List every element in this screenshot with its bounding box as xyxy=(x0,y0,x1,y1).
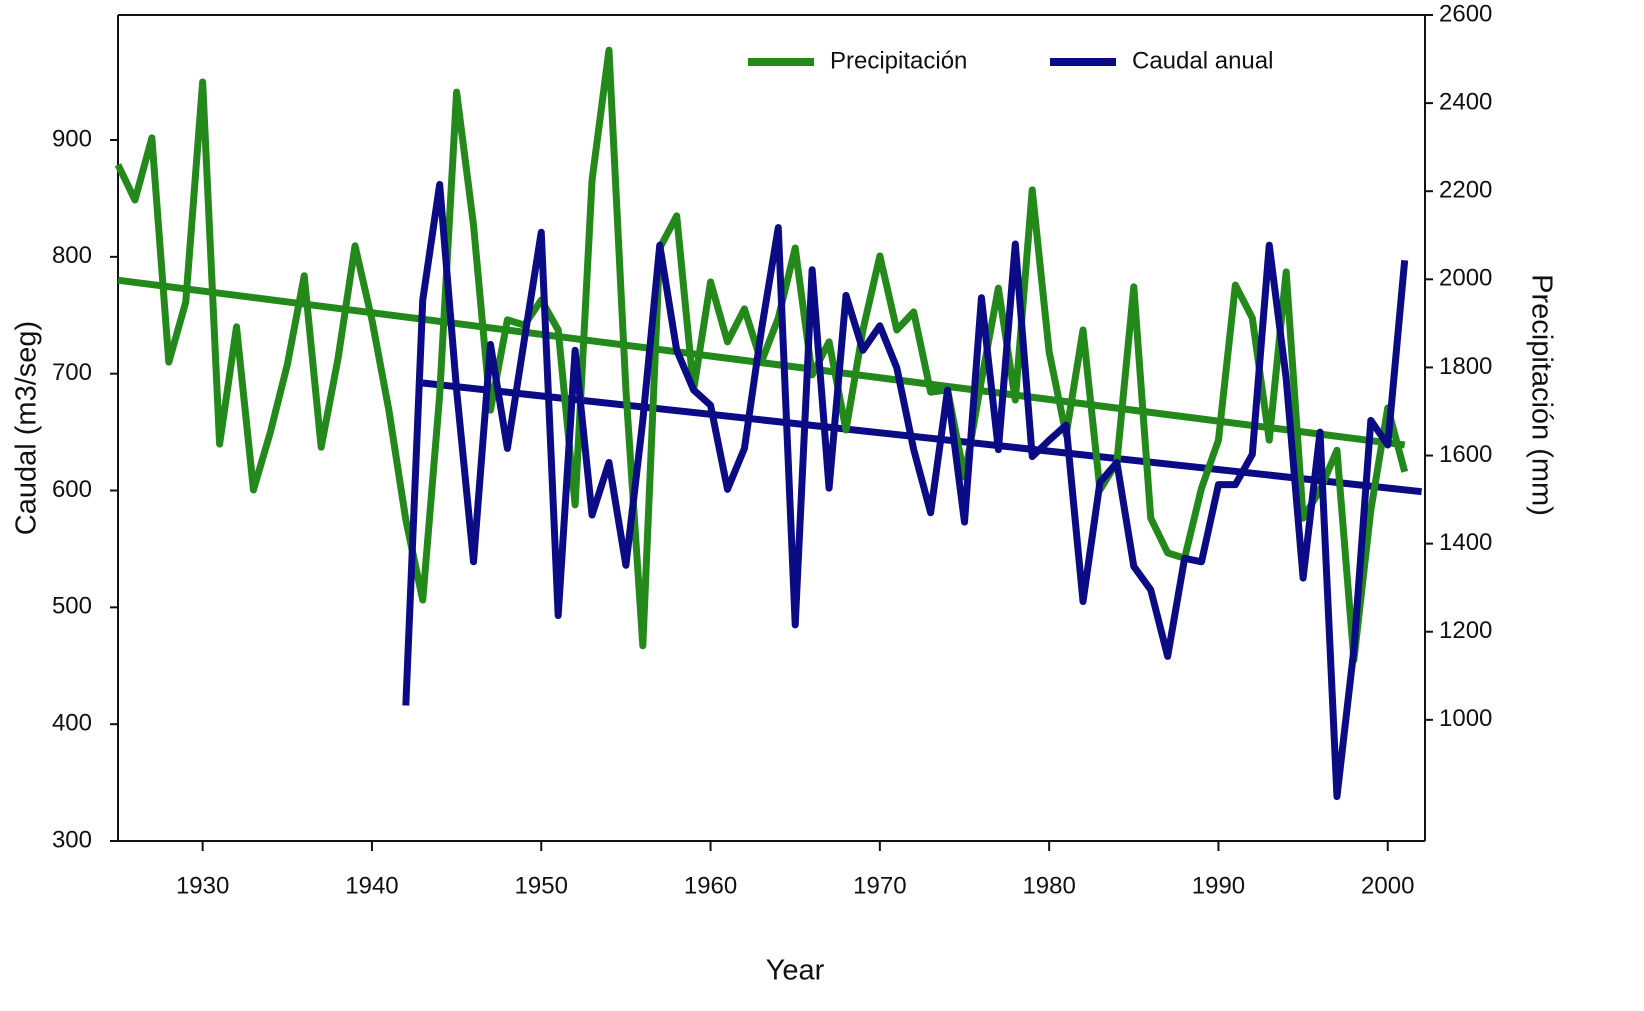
y-tick-label: 800 xyxy=(52,242,92,269)
y-tick-label: 600 xyxy=(52,476,92,503)
legend-label: Precipitación xyxy=(830,47,967,74)
y2-tick-label: 1800 xyxy=(1439,353,1492,380)
x-tick-label: 1960 xyxy=(684,872,737,899)
y-tick-label: 300 xyxy=(52,826,92,853)
data-line xyxy=(402,180,1409,801)
legend-label: Caudal anual xyxy=(1132,47,1273,74)
x-tick-label: 1970 xyxy=(853,872,906,899)
x-tick-label: 1930 xyxy=(176,872,229,899)
y2-tick-label: 2200 xyxy=(1439,177,1492,204)
y2-axis-label: Precipitación (mm) xyxy=(1525,274,1557,516)
y-tick-label: 500 xyxy=(52,593,92,620)
x-tick-label: 1940 xyxy=(345,872,398,899)
y-axis-label: Caudal (m3/seg) xyxy=(11,321,43,535)
x-tick-label: 1980 xyxy=(1022,872,1075,899)
trend-line xyxy=(422,379,1422,496)
x-tick-label: 1950 xyxy=(515,872,568,899)
y2-tick-label: 1000 xyxy=(1439,705,1492,732)
y2-tick-label: 2400 xyxy=(1439,88,1492,115)
y2-tick-label: 1200 xyxy=(1439,617,1492,644)
y-tick-label: 900 xyxy=(52,125,92,152)
x-axis-label: Year xyxy=(766,955,825,987)
x-tick-label: 2000 xyxy=(1361,872,1414,899)
y2-tick-label: 1400 xyxy=(1439,529,1492,556)
y-tick-label: 700 xyxy=(52,359,92,386)
data-line xyxy=(114,46,1409,664)
y2-tick-label: 2600 xyxy=(1439,0,1492,27)
y2-tick-label: 2000 xyxy=(1439,265,1492,292)
x-tick-label: 1990 xyxy=(1192,872,1245,899)
y-tick-label: 400 xyxy=(52,710,92,737)
y2-tick-label: 1600 xyxy=(1439,441,1492,468)
